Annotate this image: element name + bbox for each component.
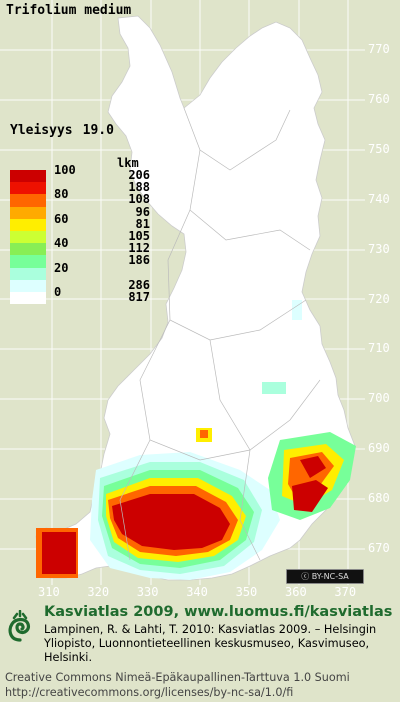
legend-count: 81 xyxy=(135,216,150,231)
legend-swatch xyxy=(10,218,46,231)
legend-count: 112 xyxy=(128,241,150,256)
legend-percent: 100 xyxy=(54,163,76,177)
legend-swatch xyxy=(10,231,46,244)
legend-count: 817 xyxy=(128,290,150,304)
northing-tick-label: 680 xyxy=(368,491,390,506)
region-borders xyxy=(119,107,321,561)
legend-percent: 20 xyxy=(54,260,69,275)
frequency-value: 19.0 xyxy=(82,123,114,138)
legend-percent: 40 xyxy=(54,236,69,251)
easting-tick-label: 340 xyxy=(186,585,208,599)
easting-tick-label: 310 xyxy=(38,585,60,599)
license-line-1: Creative Commons Nimeä-Epäkaupallinen-Ta… xyxy=(5,671,350,684)
legend-swatch xyxy=(10,243,46,256)
northing-tick-label: 700 xyxy=(368,391,390,406)
cc-license-badge[interactable]: ⓒ BY-NC-SA xyxy=(286,569,364,584)
license-text: Creative Commons Nimeä-Epäkaupallinen-Ta… xyxy=(5,671,397,700)
legend-swatch xyxy=(10,206,46,219)
legend-count: 96 xyxy=(135,204,150,219)
legend-percent: 80 xyxy=(54,187,69,202)
legend-count-header: lkm xyxy=(117,156,139,170)
legend-count: 188 xyxy=(128,180,150,195)
cc-badge-text: BY-NC-SA xyxy=(311,572,349,581)
northing-tick-label: 740 xyxy=(368,191,390,206)
abundance-overlay xyxy=(36,300,356,580)
finland-landmass xyxy=(35,15,356,581)
northing-tick-label: 770 xyxy=(368,42,390,56)
legend-count: 206 xyxy=(128,168,150,182)
kasviatlas-logo-icon xyxy=(8,610,30,642)
northing-tick-label: 730 xyxy=(368,241,390,256)
citation: Lampinen, R. & Lahti, T. 2010: Kasviatla… xyxy=(44,623,377,665)
frequency-label: Yleisyys xyxy=(10,123,73,138)
easting-tick-label: 320 xyxy=(87,585,110,599)
legend-percent: 60 xyxy=(54,211,69,226)
legend-swatch xyxy=(10,255,46,268)
legend-count: 108 xyxy=(128,192,150,207)
easting-tick-label: 350 xyxy=(235,585,258,599)
legend-swatch xyxy=(10,279,46,292)
northing-tick-label: 690 xyxy=(368,441,390,456)
legend-swatch xyxy=(10,182,46,195)
easting-tick-label: 330 xyxy=(136,585,159,599)
brand-line[interactable]: Kasviatlas 2009, www.luomus.fi/kasviatla… xyxy=(44,604,393,620)
distribution-map xyxy=(0,0,365,585)
legend-swatch xyxy=(10,170,46,183)
northing-tick-label: 670 xyxy=(368,541,390,555)
northing-tick-label: 720 xyxy=(368,291,390,306)
legend-count: 105 xyxy=(128,229,150,243)
easting-tick-label: 370 xyxy=(334,585,357,599)
northing-tick-label: 750 xyxy=(368,141,390,156)
northing-tick-label: 760 xyxy=(368,91,390,106)
frequency-readout: Yleisyys 19.0 xyxy=(10,123,114,138)
species-title: Trifolium medium xyxy=(6,3,132,18)
license-line-2[interactable]: http://creativecommons.org/licenses/by-n… xyxy=(5,685,294,699)
easting-tick-label: 360 xyxy=(285,585,307,599)
cc-icon: ⓒ xyxy=(301,572,310,581)
legend-count: 186 xyxy=(128,253,150,268)
legend-swatch xyxy=(10,267,46,280)
legend-swatch xyxy=(10,194,46,207)
legend-count: 286 xyxy=(128,277,150,292)
legend-swatch xyxy=(10,292,46,305)
northing-tick-label: 710 xyxy=(368,341,390,356)
legend-percent: 0 xyxy=(54,285,62,299)
